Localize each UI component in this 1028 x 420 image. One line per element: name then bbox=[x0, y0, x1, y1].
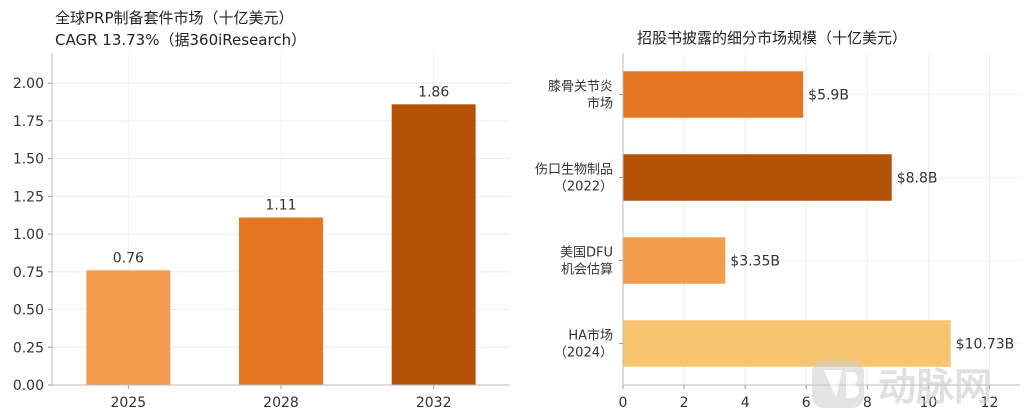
right-y-tick-label-line: （2024） bbox=[554, 346, 613, 361]
left-y-tick-label: 0.50 bbox=[13, 303, 44, 319]
right-bar-data-label: $3.35B bbox=[730, 254, 780, 270]
left-tick-labels: 0.00 0.25 0.50 0.75 1.00 1.25 1.50 1.75 2.00 2025… bbox=[13, 76, 452, 411]
watermark: 动脉网 bbox=[812, 360, 992, 409]
right-bar bbox=[623, 320, 951, 367]
left-bar bbox=[239, 217, 323, 385]
right-chart: 招股书披露的细分市场规模（十亿美元） $5.9B $8.8B $3.35B $10.7… bbox=[535, 29, 1020, 411]
right-y-tick-label: HA市场 （2024） bbox=[554, 328, 613, 361]
left-x-tick-label: 2025 bbox=[111, 395, 147, 411]
left-y-tick-label: 0.75 bbox=[13, 265, 44, 281]
left-bar-data-label: 1.11 bbox=[265, 197, 296, 213]
left-y-tick-label: 2.00 bbox=[13, 76, 44, 92]
right-bar bbox=[623, 71, 804, 118]
right-x-tick-label: 6 bbox=[802, 395, 811, 411]
left-bars: 0.76 1.11 1.86 bbox=[86, 84, 476, 386]
right-x-tick-label: 2 bbox=[680, 395, 689, 411]
right-y-tick-label-line: HA市场 bbox=[568, 328, 613, 344]
left-y-tick-label: 1.75 bbox=[13, 114, 44, 130]
right-y-tick-label-line: 伤口生物制品 bbox=[535, 163, 613, 178]
right-x-tick-label: 12 bbox=[981, 395, 999, 411]
right-y-tick-label: 伤口生物制品 （2022） bbox=[535, 163, 613, 195]
right-bars: $5.9B $8.8B $3.35B $10.73B bbox=[623, 71, 1015, 367]
left-bar bbox=[391, 104, 476, 386]
left-y-tick-label: 0.00 bbox=[13, 378, 44, 394]
right-y-tick-label-line: 膝骨关节炎 bbox=[548, 80, 613, 95]
right-bar-data-label: $10.73B bbox=[956, 337, 1015, 353]
left-y-tick-label: 1.00 bbox=[13, 227, 44, 243]
vb-logo-icon bbox=[812, 360, 864, 408]
right-y-tick-label: 膝骨关节炎市场 bbox=[548, 80, 613, 112]
left-y-tick-label: 1.25 bbox=[13, 189, 44, 205]
right-y-tick-label-line: 机会估算 bbox=[561, 263, 613, 278]
left-y-tick-label: 1.50 bbox=[13, 152, 44, 168]
right-bar bbox=[623, 237, 726, 284]
right-x-tick-label: 4 bbox=[741, 395, 750, 411]
left-bar bbox=[86, 270, 171, 385]
left-chart-subtitle: CAGR 13.73%（据360iResearch） bbox=[55, 31, 306, 49]
right-bar-data-label: $8.8B bbox=[897, 171, 938, 187]
left-chart: 全球PRP制备套件市场（十亿美元） CAGR 13.73%（据360iResea… bbox=[13, 9, 510, 411]
right-chart-title: 招股书披露的细分市场规模（十亿美元） bbox=[637, 29, 907, 47]
left-chart-title: 全球PRP制备套件市场（十亿美元） bbox=[55, 9, 294, 27]
right-bar bbox=[623, 154, 892, 201]
right-x-tick-label: 8 bbox=[863, 395, 872, 411]
left-y-tick-label: 0.25 bbox=[13, 340, 44, 356]
watermark-text: 动脉网 bbox=[878, 365, 992, 409]
right-y-tick-label-line: （2022） bbox=[554, 180, 613, 195]
right-y-tick-label-line: 市场 bbox=[587, 96, 613, 112]
left-x-tick-label: 2028 bbox=[263, 395, 299, 411]
left-x-tick-label: 2032 bbox=[416, 395, 452, 411]
right-y-tick-label: 美国DFU 机会估算 bbox=[560, 246, 613, 278]
right-x-tick-label: 10 bbox=[919, 395, 937, 411]
left-bar-data-label: 1.86 bbox=[418, 84, 449, 100]
right-bar-data-label: $5.9B bbox=[808, 88, 849, 104]
right-x-tick-label: 0 bbox=[619, 395, 628, 411]
right-y-tick-label-line: 美国DFU bbox=[560, 246, 613, 261]
left-bar-data-label: 0.76 bbox=[113, 250, 144, 266]
